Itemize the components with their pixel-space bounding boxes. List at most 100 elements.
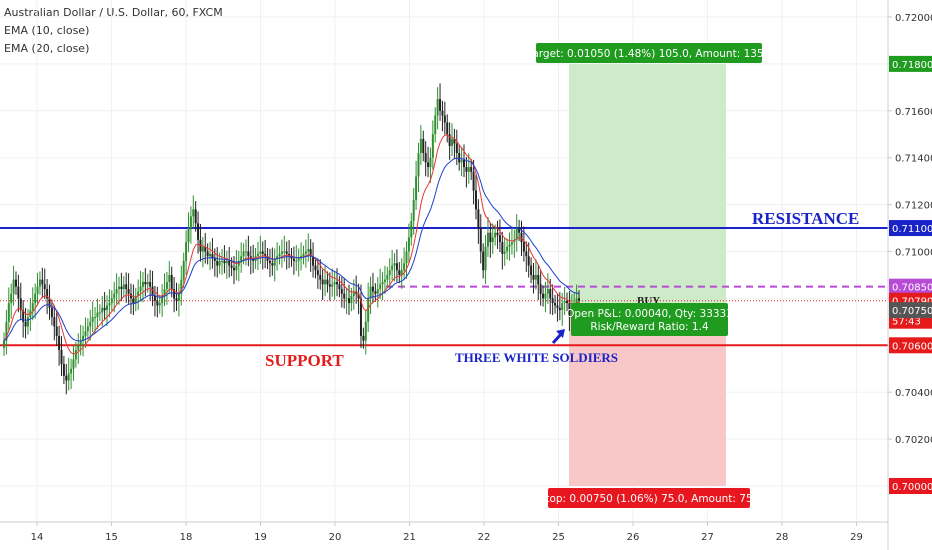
candle-body: [422, 138, 425, 154]
candle: [264, 240, 267, 269]
candle: [501, 232, 504, 270]
price-label-bg: [889, 55, 932, 72]
candle: [429, 147, 432, 183]
candle-body: [443, 115, 446, 123]
candle-body: [34, 293, 37, 304]
candle-body: [395, 263, 398, 271]
candle: [283, 235, 286, 262]
candle-body: [489, 232, 492, 243]
candle: [405, 241, 408, 279]
candle: [17, 274, 20, 313]
symbol-title: Australian Dollar / U.S. Dollar, 60, FXC…: [4, 6, 223, 19]
candle-body: [578, 298, 580, 301]
candle-body: [563, 300, 566, 304]
candle: [276, 242, 279, 271]
candle: [235, 249, 238, 281]
arrow-head: [556, 329, 565, 338]
candle-body: [43, 284, 46, 290]
candle-body: [223, 260, 226, 264]
candle: [280, 239, 283, 268]
candle: [53, 305, 56, 341]
candle-body: [53, 317, 56, 327]
candle: [165, 271, 168, 305]
candle: [98, 304, 101, 321]
candle-body: [532, 274, 535, 280]
candle-body: [290, 256, 293, 259]
candle-body: [10, 293, 13, 304]
candle-body: [185, 242, 188, 261]
time-tick-label: 15: [105, 532, 118, 543]
candle-body: [221, 260, 224, 262]
candle: [508, 232, 511, 261]
candle-body: [122, 284, 125, 290]
candle-body: [333, 281, 336, 285]
candle: [58, 325, 61, 366]
candle-body: [494, 232, 497, 238]
candle: [422, 130, 425, 162]
candle: [233, 255, 235, 285]
candle: [568, 291, 571, 331]
candle: [94, 307, 97, 333]
candle-body: [412, 199, 415, 222]
candle-body: [177, 293, 180, 301]
candle: [484, 234, 487, 285]
candle: [194, 201, 197, 232]
candle-body: [168, 274, 171, 282]
candle-body: [70, 368, 73, 374]
candle: [525, 241, 528, 272]
candle-body: [455, 143, 458, 154]
candle: [115, 273, 118, 304]
time-tick-label: 14: [31, 532, 44, 543]
candle: [451, 123, 454, 157]
candle: [7, 287, 10, 332]
candle-body: [211, 253, 214, 259]
candle: [197, 211, 200, 254]
candle-body: [137, 291, 140, 297]
candle: [441, 100, 444, 132]
candle-body: [427, 162, 430, 168]
candle-body: [278, 253, 281, 257]
candle: [427, 146, 430, 178]
candle-body: [36, 286, 39, 294]
candle-body: [118, 286, 120, 290]
candle-body: [273, 258, 276, 266]
candle-body: [381, 281, 384, 285]
price-label-bg: [889, 337, 932, 354]
candle: [534, 259, 537, 290]
candle: [127, 273, 130, 304]
candle: [371, 272, 374, 304]
candle-body: [197, 223, 200, 240]
candle: [43, 268, 46, 300]
candle-body: [139, 286, 142, 292]
candle: [268, 248, 271, 278]
candle: [561, 293, 564, 326]
candle-body: [304, 251, 307, 254]
candle: [566, 292, 569, 312]
candle-body: [530, 265, 533, 275]
candle-body: [89, 321, 92, 327]
candle: [14, 271, 17, 295]
candle-body: [125, 284, 128, 290]
candle: [60, 336, 63, 377]
candle-body: [506, 246, 509, 252]
candle-body: [58, 335, 61, 350]
candle: [273, 248, 276, 282]
candle: [458, 144, 461, 171]
price-label-text: 0.70600: [892, 341, 932, 352]
candle-body: [448, 134, 451, 146]
candle-body: [98, 312, 101, 314]
candle-body: [482, 251, 485, 271]
candle: [439, 83, 442, 121]
candle: [240, 242, 243, 273]
candle-body: [486, 232, 489, 247]
candle-body: [393, 263, 396, 266]
candle: [345, 288, 348, 315]
candle: [532, 262, 535, 294]
price-label: 0.71800: [889, 55, 932, 72]
candle-body: [256, 253, 259, 257]
candle-body: [84, 331, 87, 336]
candle-body: [359, 298, 362, 336]
candle-body: [127, 289, 130, 294]
